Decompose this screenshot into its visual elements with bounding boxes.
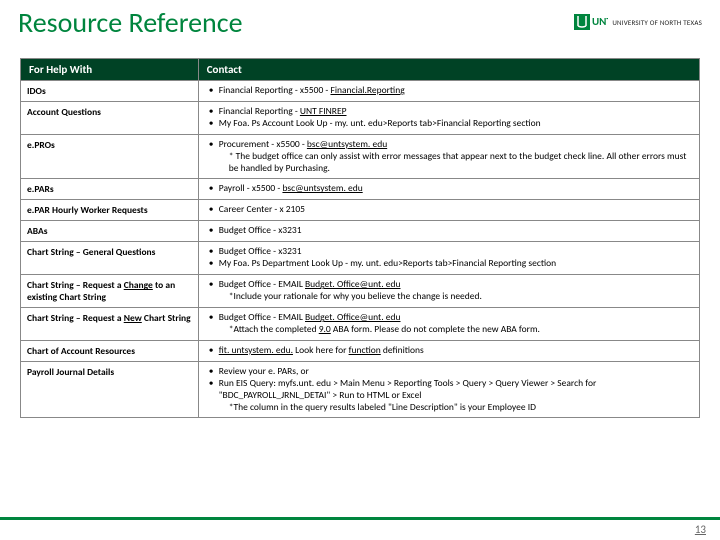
sub-note: *Include your rationale for why you beli… (219, 291, 693, 303)
table-row: Chart String – Request a New Chart Strin… (21, 308, 700, 341)
list-item: My Foa. Ps Account Look Up - my. unt. ed… (209, 118, 693, 130)
list-item: Career Center - x 2105 (209, 204, 693, 216)
table-row: Chart String – Request a Change to an ex… (21, 275, 700, 308)
table-row: Payroll Journal DetailsReview your e. PA… (21, 361, 700, 418)
table-row: ABAs Budget Office - x3231 (21, 221, 700, 242)
topic-cell: e.PROs (21, 134, 199, 179)
sub-note: *Attach the completed 9.0 ABA form. Plea… (219, 324, 693, 336)
topic-cell: Chart String – Request a New Chart Strin… (21, 308, 199, 341)
link-text[interactable]: bsc@untsystem. edu (282, 182, 362, 194)
brand-logo: UNT UNIVERSITY OF NORTH TEXAS (574, 8, 702, 32)
col-header-contact: Contact (198, 59, 699, 81)
list-item: Review your e. PARs, or (209, 366, 693, 378)
header-bar: Resource Reference UNT UNIVERSITY OF NOR… (0, 0, 720, 43)
sub-note: * The budget office can only assist with… (219, 151, 693, 175)
table-row: e.PARs Payroll - x5500 - bsc@untsystem. e… (21, 179, 700, 200)
table-row: e.PROs Procurement - x5500 - bsc@untsyste… (21, 134, 700, 179)
link-text[interactable]: Budget. Office@unt. edu (305, 278, 400, 290)
page-number: 13 (695, 523, 706, 536)
link-text[interactable]: fit. untsystem. edu. (219, 344, 293, 356)
topic-cell: Chart String – Request a Change to an ex… (21, 275, 199, 308)
contact-cell: Financial Reporting - x5500 - Financial.… (198, 81, 699, 102)
contact-cell: Budget Office - x3231My Foa. Ps Departme… (198, 242, 699, 275)
unt-logo-icon: UNT (574, 12, 608, 32)
topic-cell: IDOs (21, 81, 199, 102)
table-row: Chart String – General QuestionsBudget O… (21, 242, 700, 275)
list-item: Run EIS Query: myfs.unt. edu > Main Menu… (209, 378, 693, 414)
link-text[interactable]: Budget. Office@unt. edu (305, 311, 400, 323)
link-text[interactable]: bsc@untsystem. edu (307, 138, 387, 150)
col-header-topic: For Help With (21, 59, 199, 81)
link-text[interactable]: Financial.Reporting (330, 84, 404, 96)
contact-cell: Budget Office - x3231 (198, 221, 699, 242)
list-item: Financial Reporting - x5500 - Financial.… (209, 85, 693, 97)
table-row: Chart of Account Resources fit. untsystem… (21, 340, 700, 361)
svg-text:UNT: UNT (592, 15, 608, 28)
contact-cell: Budget Office - EMAIL Budget. Office@unt… (198, 308, 699, 341)
link-text[interactable]: function (349, 344, 381, 356)
table-row: Account QuestionsFinancial Reporting - U… (21, 102, 700, 135)
topic-cell: Chart String – General Questions (21, 242, 199, 275)
topic-cell: e.PARs (21, 179, 199, 200)
list-item: fit. untsystem. edu. Look here for funct… (209, 345, 693, 357)
list-item: Budget Office - x3231 (209, 225, 693, 237)
contact-cell: fit. untsystem. edu. Look here for funct… (198, 340, 699, 361)
table-row: e.PAR Hourly Worker Requests Career Cente… (21, 200, 700, 221)
contact-cell: Financial Reporting - UNT FINREPMy Foa. … (198, 102, 699, 135)
page-title: Resource Reference (18, 8, 243, 39)
topic-cell: e.PAR Hourly Worker Requests (21, 200, 199, 221)
topic-cell: Account Questions (21, 102, 199, 135)
topic-cell: ABAs (21, 221, 199, 242)
link-text[interactable]: UNT FINREP (300, 105, 347, 117)
list-item: Payroll - x5500 - bsc@untsystem. edu (209, 183, 693, 195)
contact-cell: Procurement - x5500 - bsc@untsystem. edu… (198, 134, 699, 179)
contact-cell: Review your e. PARs, orRun EIS Query: my… (198, 361, 699, 418)
list-item: Budget Office - EMAIL Budget. Office@unt… (209, 312, 693, 336)
sub-note: *The column in the query results labeled… (219, 402, 693, 414)
list-item: Procurement - x5500 - bsc@untsystem. edu… (209, 139, 693, 175)
list-item: My Foa. Ps Department Look Up - my. unt.… (209, 258, 693, 270)
footer-rule (0, 517, 720, 520)
reference-table: For Help With Contact IDOsFinancial Repo… (20, 58, 700, 418)
contact-cell: Budget Office - EMAIL Budget. Office@unt… (198, 275, 699, 308)
topic-cell: Chart of Account Resources (21, 340, 199, 361)
table-row: IDOs Financial Reporting - x5500 - Financ… (21, 81, 700, 102)
list-item: Budget Office - EMAIL Budget. Office@unt… (209, 279, 693, 303)
brand-name: UNIVERSITY OF NORTH TEXAS (612, 18, 702, 27)
contact-cell: Career Center - x 2105 (198, 200, 699, 221)
topic-cell: Payroll Journal Details (21, 361, 199, 418)
contact-cell: Payroll - x5500 - bsc@untsystem. edu (198, 179, 699, 200)
